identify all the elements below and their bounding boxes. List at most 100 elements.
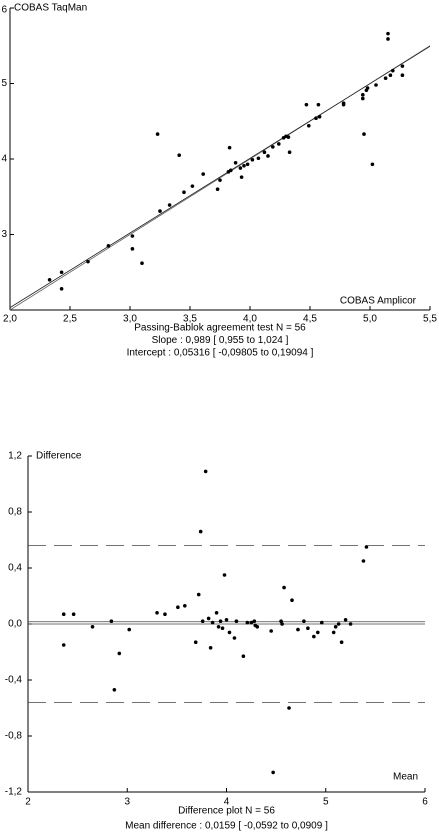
y-tick-label: -1,2: [5, 787, 23, 798]
point: [391, 68, 395, 73]
point: [218, 619, 223, 623]
x-tick-label: 3,0: [123, 314, 137, 325]
point: [287, 706, 291, 710]
point: [216, 625, 221, 629]
point: [348, 622, 353, 626]
y-tick-label: -0,4: [5, 675, 23, 686]
point: [232, 636, 237, 640]
point: [234, 619, 239, 623]
point: [214, 611, 219, 615]
y-tick-label: 3: [1, 229, 7, 240]
point: [341, 102, 346, 107]
point: [196, 592, 201, 597]
x-tick-label: 5,5: [423, 314, 437, 325]
point: [130, 247, 135, 251]
point: [400, 64, 405, 68]
y-tick-label: 1,2: [8, 451, 22, 462]
point: [109, 619, 114, 623]
point: [316, 630, 320, 635]
point: [249, 620, 254, 625]
point: [314, 116, 318, 121]
point: [220, 626, 225, 630]
point: [296, 627, 300, 632]
point: [177, 153, 181, 158]
point: [400, 73, 405, 77]
note: Difference plot N = 56: [178, 806, 275, 817]
y-axis-label: COBAS TaqMan: [14, 3, 87, 14]
point: [167, 203, 172, 207]
point: [331, 630, 336, 635]
x-tick-label: 5,0: [363, 314, 377, 325]
point: [241, 654, 246, 658]
point: [277, 142, 281, 146]
point: [227, 630, 232, 635]
point: [218, 178, 222, 182]
point: [365, 86, 370, 90]
point: [319, 620, 324, 625]
point: [343, 618, 348, 622]
point: [250, 157, 255, 162]
point: [201, 172, 205, 176]
x-tick-label: 3: [124, 797, 130, 808]
note: Passing-Bablok agreement test N = 56: [134, 323, 306, 334]
point: [280, 622, 284, 626]
point: [374, 83, 378, 87]
point: [155, 611, 159, 615]
point: [229, 168, 233, 173]
y-tick-label: 5: [1, 78, 7, 89]
point: [262, 150, 267, 155]
x-tick-label: 4,5: [303, 314, 317, 325]
point: [198, 529, 203, 534]
point: [208, 646, 213, 650]
point: [190, 184, 195, 188]
point: [59, 270, 64, 275]
point: [182, 190, 186, 195]
point: [361, 559, 366, 563]
point: [127, 627, 132, 632]
point: [307, 123, 311, 128]
point: [222, 573, 227, 577]
point: [370, 162, 375, 167]
point: [86, 259, 90, 264]
point: [336, 622, 341, 626]
point: [287, 150, 292, 155]
point: [269, 629, 273, 633]
point: [140, 261, 144, 265]
x-tick-label: 5: [323, 797, 329, 808]
x-tick-label: 4: [224, 797, 230, 808]
note: Slope : 0,989 [ 0,955 to 1,024 ]: [152, 335, 289, 346]
point: [302, 619, 306, 623]
point: [312, 634, 316, 639]
point: [238, 166, 243, 170]
x-tick-label: 2,5: [63, 314, 77, 325]
point: [290, 598, 294, 602]
point: [200, 619, 205, 623]
y-tick-label: -0,8: [5, 731, 23, 742]
x-tick-label: 4,0: [243, 314, 257, 325]
point: [282, 585, 286, 590]
point: [193, 640, 198, 644]
point: [245, 162, 250, 167]
point: [361, 96, 365, 101]
point: [112, 688, 117, 692]
point: [71, 612, 76, 616]
point: [106, 244, 111, 248]
point: [271, 145, 275, 149]
point: [224, 618, 229, 622]
y-tick-label: 4: [1, 154, 7, 165]
y-tick-label: 0,0: [8, 619, 22, 630]
point: [203, 469, 208, 474]
point: [245, 620, 250, 625]
note: Mean difference : 0,0159 [ -0,0592 to 0,…: [125, 821, 328, 832]
point: [158, 209, 162, 213]
y-tick-label: 0,4: [8, 563, 22, 574]
point: [117, 651, 122, 656]
point: [163, 612, 167, 616]
point: [233, 160, 238, 165]
point: [61, 612, 66, 616]
point: [316, 102, 321, 107]
point: [286, 135, 291, 139]
point: [176, 605, 180, 609]
point: [242, 163, 246, 168]
point: [59, 287, 64, 291]
